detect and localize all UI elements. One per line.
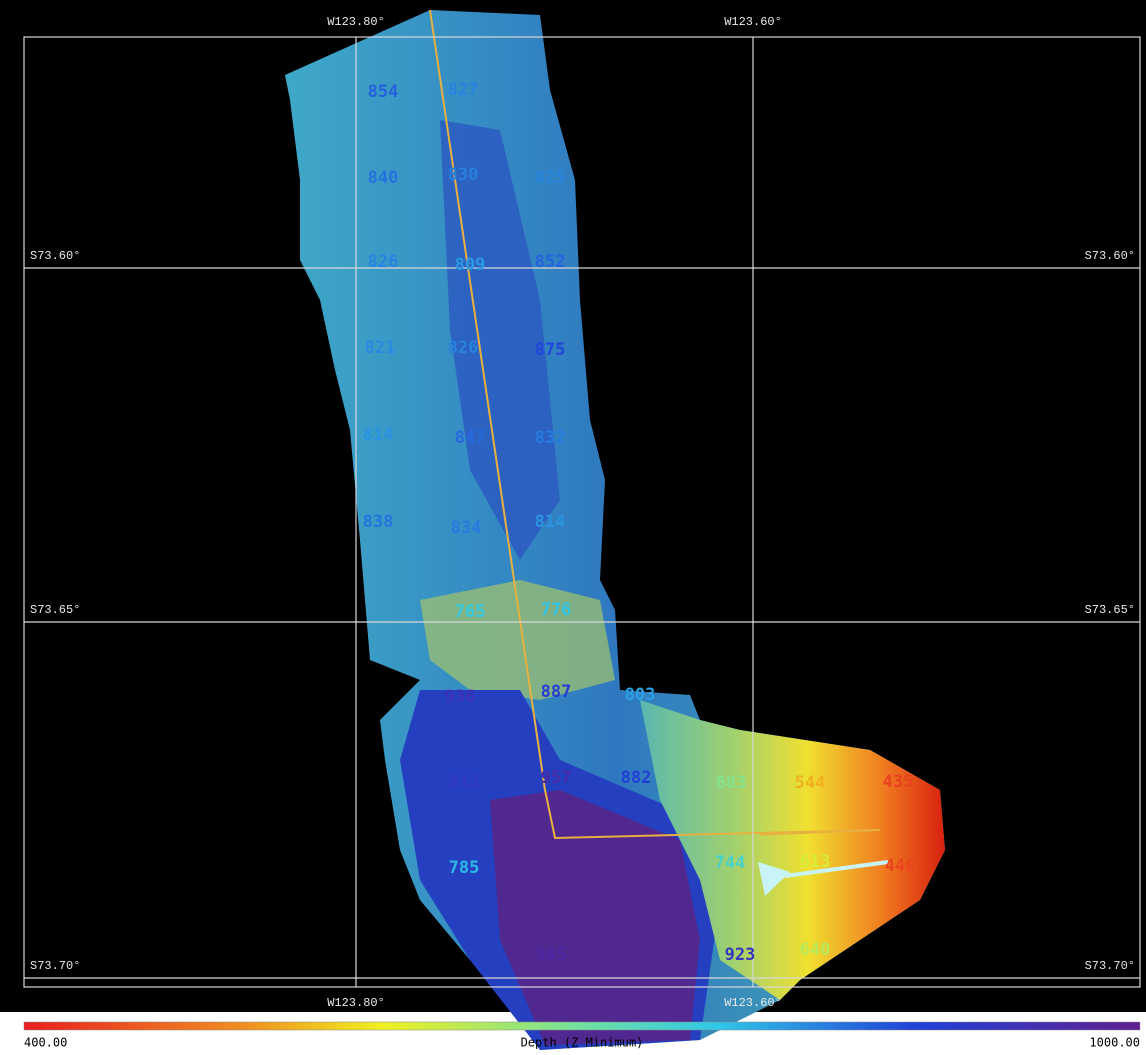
depth-sounding: 826 bbox=[448, 338, 479, 358]
depth-sounding: 875 bbox=[535, 340, 566, 360]
depth-sounding: 776 bbox=[541, 600, 572, 620]
depth-sounding: 814 bbox=[535, 512, 566, 532]
depth-sounding: 847 bbox=[455, 428, 486, 448]
depth-sounding: 785 bbox=[449, 858, 480, 878]
depth-sounding: 809 bbox=[455, 255, 486, 275]
lat-label: S73.65° bbox=[1085, 603, 1135, 617]
depth-sounding: 640 bbox=[800, 940, 831, 960]
depth-sounding: 830 bbox=[448, 165, 479, 185]
lon-label: W123.60° bbox=[724, 996, 782, 1010]
lat-label: S73.70° bbox=[30, 959, 80, 973]
depth-sounding: 887 bbox=[541, 682, 572, 702]
depth-sounding: 832 bbox=[535, 428, 566, 448]
depth-sounding: 613 bbox=[800, 852, 831, 872]
colorbar-max-label: 1000.00 bbox=[1089, 1036, 1140, 1050]
depth-sounding: 440 bbox=[885, 856, 916, 876]
depth-sounding: 814 bbox=[363, 425, 394, 445]
depth-sounding: 765 bbox=[455, 602, 486, 622]
colorbar-title: Depth (Z Minimum) bbox=[521, 1036, 644, 1050]
depth-sounding: 435 bbox=[883, 772, 914, 792]
depth-sounding: 965 bbox=[536, 945, 567, 965]
lon-label: W123.80° bbox=[327, 15, 385, 29]
map-view: W123.80° W123.60° W123.80° W123.60° S73.… bbox=[0, 0, 1146, 1055]
lat-label: S73.60° bbox=[30, 249, 80, 263]
depth-sounding: 744 bbox=[715, 853, 746, 873]
depth-sounding: 882 bbox=[621, 768, 652, 788]
lat-label: S73.70° bbox=[1085, 959, 1135, 973]
depth-sounding: 936 bbox=[445, 687, 476, 707]
depth-sounding: 912 bbox=[449, 772, 480, 792]
depth-sounding: 840 bbox=[368, 168, 399, 188]
depth-sounding: 803 bbox=[625, 685, 656, 705]
depth-sounding: 821 bbox=[365, 338, 396, 358]
colorbar bbox=[24, 1022, 1140, 1030]
lat-label: S73.65° bbox=[30, 603, 80, 617]
lon-label: W123.60° bbox=[724, 15, 782, 29]
lon-label: W123.80° bbox=[327, 996, 385, 1010]
depth-sounding: 923 bbox=[725, 945, 756, 965]
depth-sounding: 854 bbox=[368, 82, 399, 102]
depth-sounding: 834 bbox=[451, 518, 482, 538]
lat-label: S73.60° bbox=[1085, 249, 1135, 263]
depth-sounding: 826 bbox=[368, 252, 399, 272]
colorbar-min-label: 400.00 bbox=[24, 1036, 67, 1050]
depth-sounding: 838 bbox=[363, 512, 394, 532]
depth-sounding: 827 bbox=[448, 80, 479, 100]
depth-sounding: 852 bbox=[535, 252, 566, 272]
depth-sounding: 957 bbox=[541, 768, 572, 788]
depth-sounding: 544 bbox=[795, 773, 826, 793]
depth-sounding: 825 bbox=[535, 168, 566, 188]
depth-sounding: 683 bbox=[716, 773, 747, 793]
